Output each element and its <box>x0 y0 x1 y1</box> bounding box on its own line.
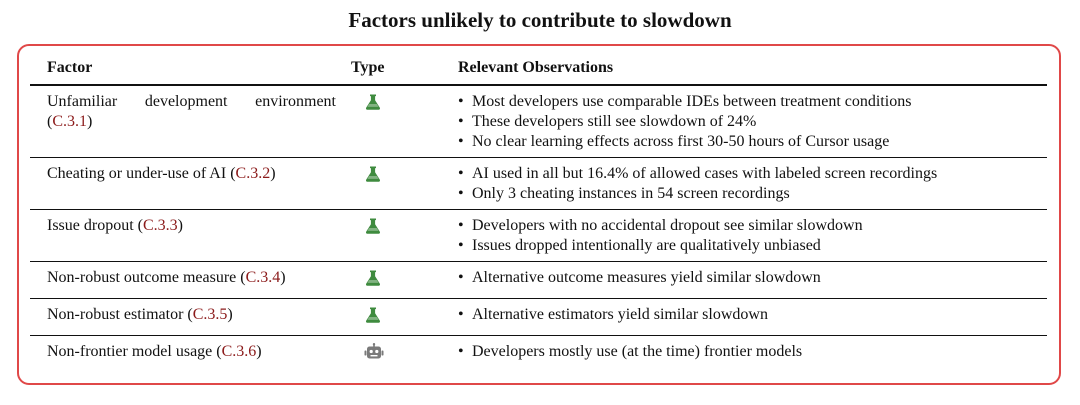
observations-cell: AI used in all but 16.4% of allowed case… <box>458 157 1047 210</box>
flask-icon <box>364 306 382 330</box>
observation-item: Developers with no accidental dropout se… <box>458 216 1047 236</box>
table-row: Unfamiliar development environment (C.3.… <box>30 85 1047 158</box>
factor-label: Cheating or under-use of AI <box>47 165 227 182</box>
factor-cell: Non-frontier model usage (C.3.6) <box>47 343 262 360</box>
robot-icon <box>364 343 384 367</box>
header-type: Type <box>351 54 458 86</box>
observation-item: Issues dropped intentionally are qualita… <box>458 236 1047 256</box>
factor-label: Issue dropout <box>47 217 134 234</box>
observations-cell: Alternative outcome measures yield simil… <box>458 261 1047 299</box>
type-cell <box>351 261 458 299</box>
flask-icon <box>364 269 382 293</box>
type-cell <box>351 85 458 158</box>
observations-cell: Developers with no accidental dropout se… <box>458 209 1047 262</box>
observation-item: No clear learning effects across first 3… <box>458 132 1047 152</box>
observation-item: Alternative outcome measures yield simil… <box>458 268 1047 288</box>
factor-cell: Cheating or under-use of AI (C.3.2) <box>30 157 351 210</box>
table-frame: Factor Type Relevant Observations Unfami… <box>17 44 1061 385</box>
section-reference[interactable]: C.3.5 <box>192 306 228 323</box>
table-row: Cheating or under-use of AI (C.3.2) AI u… <box>30 157 1047 210</box>
observation-item: Alternative estimators yield similar slo… <box>458 305 1047 325</box>
observation-item: These developers still see slowdown of 2… <box>458 112 1047 132</box>
observation-item: AI used in all but 16.4% of allowed case… <box>458 164 1047 184</box>
table-row: Issue dropout (C.3.3) Developers with no… <box>30 209 1047 262</box>
header-observations: Relevant Observations <box>458 54 1047 86</box>
factors-table: Factor Type Relevant Observations Unfami… <box>30 54 1047 372</box>
observations-cell: Developers mostly use (at the time) fron… <box>458 336 1047 373</box>
header-row: Factor Type Relevant Observations <box>30 54 1047 86</box>
factor-label: Non-frontier model usage <box>47 343 213 360</box>
factor-cell: Non-robust estimator (C.3.5) <box>30 298 351 336</box>
flask-icon <box>364 165 382 189</box>
section-reference[interactable]: C.3.4 <box>245 269 281 286</box>
observation-item: Most developers use comparable IDEs betw… <box>458 92 1047 112</box>
type-cell <box>351 298 458 336</box>
table-row: Non-robust outcome measure (C.3.4) Alter… <box>30 261 1047 299</box>
observations-cell: Most developers use comparable IDEs betw… <box>458 85 1047 158</box>
factor-label: Non-robust estimator <box>47 306 184 323</box>
observations-cell: Alternative estimators yield similar slo… <box>458 298 1047 336</box>
type-cell <box>351 157 458 210</box>
section-reference[interactable]: C.3.3 <box>142 217 178 234</box>
factor-cell: Issue dropout (C.3.3) <box>30 209 351 262</box>
type-cell <box>351 209 458 262</box>
section-reference[interactable]: C.3.1 <box>52 113 87 130</box>
factor-label: Unfamiliar development environment <box>47 93 336 110</box>
section-reference[interactable]: C.3.6 <box>221 343 257 360</box>
flask-icon <box>364 217 382 241</box>
observation-item: Developers mostly use (at the time) fron… <box>458 342 1047 362</box>
table-title: Factors unlikely to contribute to slowdo… <box>348 8 732 32</box>
table-row: Non-frontier model usage (C.3.6) Develop… <box>30 336 1047 373</box>
table-row: Non-robust estimator (C.3.5) Alternative… <box>30 298 1047 336</box>
factor-ref-line: (C.3.1) <box>47 113 93 130</box>
type-cell <box>351 336 458 373</box>
observation-item: Only 3 cheating instances in 54 screen r… <box>458 184 1047 204</box>
header-factor: Factor <box>30 54 351 86</box>
factor-label: Non-robust outcome measure <box>47 269 237 286</box>
section-reference[interactable]: C.3.2 <box>235 165 271 182</box>
factor-cell: Non-robust outcome measure (C.3.4) <box>30 261 351 299</box>
factor-cell: Unfamiliar development environment (C.3.… <box>30 85 351 158</box>
flask-icon <box>364 93 382 117</box>
